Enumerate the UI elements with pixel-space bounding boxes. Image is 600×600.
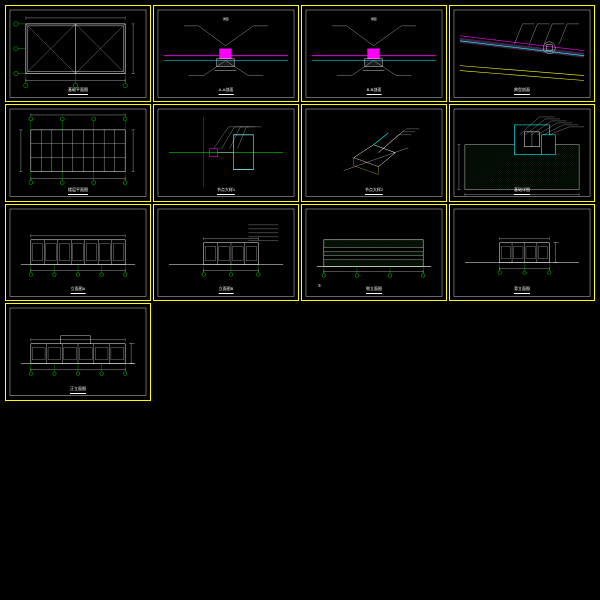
drawing-tile-t13: 正立面图 bbox=[5, 303, 151, 400]
drawing-tile-t3: 详图 B-B剖面 bbox=[301, 5, 447, 102]
svg-text:详图: 详图 bbox=[223, 16, 229, 21]
svg-text:详图: 详图 bbox=[371, 16, 377, 21]
drawing-tile-t2: 详图 A-A剖面 bbox=[153, 5, 299, 102]
tile-caption: 节点大样2 bbox=[365, 187, 383, 195]
drawing-tile-t4: 典型剖面 bbox=[449, 5, 595, 102]
tile-caption: 侧立面图 bbox=[366, 286, 382, 294]
tile-caption: B-B剖面 bbox=[367, 87, 382, 95]
drawing-tile-t7: 节点大样2 bbox=[301, 104, 447, 201]
tile-caption: 立面图B bbox=[219, 286, 234, 294]
drawing-tile-t8: 基础详图 bbox=[449, 104, 595, 201]
tile-caption: 背立面图 bbox=[514, 286, 530, 294]
tile-caption: A-A剖面 bbox=[219, 87, 234, 95]
drawing-tile-t9: 立面图A bbox=[5, 204, 151, 301]
drawing-tile-t6: 节点大样1 bbox=[153, 104, 299, 201]
tile-caption: 楼层平面图 bbox=[68, 187, 88, 195]
drawing-tile-t12: 背立面图 bbox=[449, 204, 595, 301]
tile-caption: 基础详图 bbox=[514, 187, 530, 195]
tile-caption: 立面图A bbox=[71, 286, 86, 294]
drawing-tile-t10: 立面图B bbox=[153, 204, 299, 301]
tile-caption: 典型剖面 bbox=[514, 87, 530, 95]
drawing-tile-t5: 楼层平面图 bbox=[5, 104, 151, 201]
tile-caption: 基础平面图 bbox=[68, 87, 88, 95]
thumbnail-grid: 基础平面图 详图 A-A剖面 详图 B-B剖面 典型剖面楼层平面图 节点大样1 节点大样2 基础… bbox=[0, 0, 600, 505]
drawing-tile-t11: 注: 侧立面图 bbox=[301, 204, 447, 301]
svg-text:注:: 注: bbox=[318, 282, 322, 287]
tile-caption: 正立面图 bbox=[70, 386, 86, 394]
drawing-tile-t1: 基础平面图 bbox=[5, 5, 151, 102]
tile-caption: 节点大样1 bbox=[217, 187, 235, 195]
